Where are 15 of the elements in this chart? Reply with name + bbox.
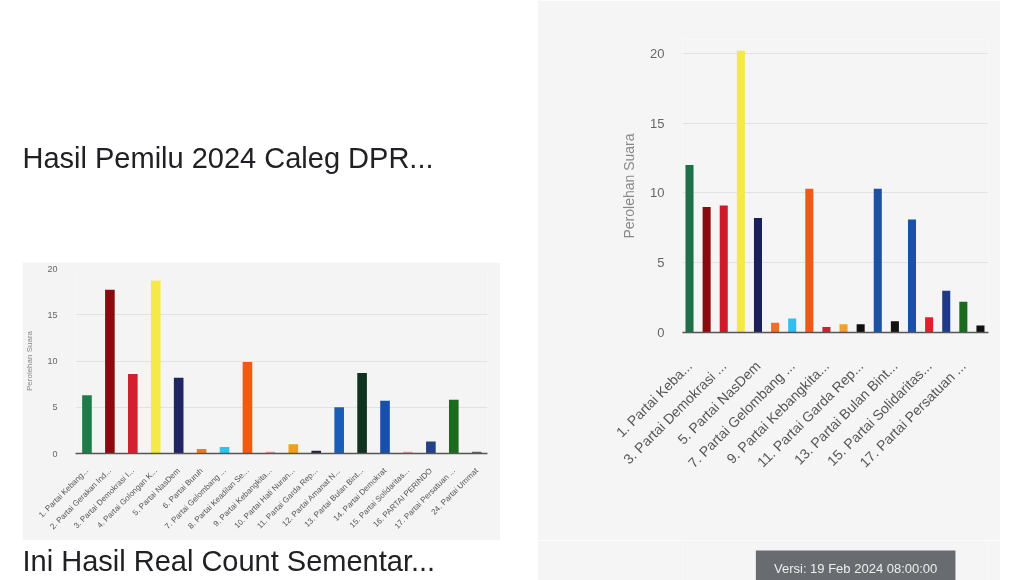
y-tick-label: 10 [650, 185, 665, 201]
y-tick-label: 15 [47, 309, 58, 320]
y-tick-label: 20 [47, 263, 58, 274]
y-tick-label: 5 [657, 255, 665, 271]
text: Hasil Pemilu 2024 Caleg DPR... [22, 141, 434, 174]
y-tick-label: 10 [47, 356, 58, 366]
y-tick-label: 20 [650, 45, 665, 61]
y-axis-title: Perolehan Suara [25, 330, 35, 392]
y-axis-title: Perolehan Suara [621, 133, 638, 239]
y-tick-label: 15 [650, 115, 665, 131]
text: Ini Hasil Real Count Sementar... [22, 544, 436, 577]
y-tick-label: 0 [657, 325, 665, 340]
y-tick-label: 5 [52, 402, 58, 413]
text: Versi: 19 Feb 2024 08:00:00 [773, 561, 938, 576]
y-tick-label: 0 [52, 448, 58, 459]
